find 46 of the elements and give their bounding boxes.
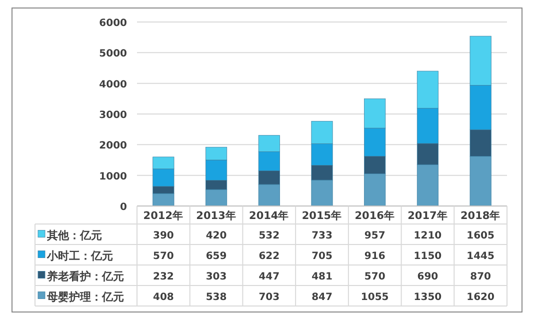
x-tick-label: 2017年 (408, 209, 448, 222)
x-tick-label: 2012年 (143, 209, 184, 222)
x-tick-label: 2013年 (196, 209, 236, 222)
data-label: 916 (364, 250, 386, 262)
data-label: 870 (470, 271, 492, 282)
x-tick-label: 2015年 (302, 209, 342, 222)
y-tick-label: 1000 (99, 171, 128, 182)
x-tick-label: 2014年 (249, 209, 290, 222)
data-label: 1445 (466, 250, 495, 262)
data-label: 622 (258, 250, 280, 262)
x-tick-label: 2018年 (460, 209, 501, 222)
legend-label: 养老看护：亿元 (46, 270, 124, 283)
legend-label: 其他：亿元 (46, 228, 102, 242)
data-label: 420 (206, 230, 227, 242)
data-label: 1210 (414, 230, 442, 242)
data-label: 232 (152, 271, 174, 282)
data-label: 408 (152, 292, 174, 303)
y-tick-label: 3000 (99, 110, 128, 121)
data-label: 538 (206, 292, 227, 303)
data-label: 690 (417, 271, 438, 282)
data-label: 957 (364, 230, 386, 242)
data-label: 1605 (466, 230, 495, 242)
y-tick-label: 6000 (99, 18, 128, 29)
y-tick-label: 2000 (99, 140, 128, 152)
legend-label: 母婴护理：亿元 (46, 290, 124, 304)
y-tick-label: 0 (120, 202, 128, 213)
data-label: 303 (206, 271, 227, 282)
data-label: 447 (258, 271, 280, 282)
data-label: 1350 (414, 292, 442, 303)
y-tick-label: 5000 (99, 48, 128, 60)
y-tick-label: 4000 (99, 79, 128, 90)
x-tick-label: 2016年 (354, 209, 395, 222)
data-label: 570 (152, 250, 174, 262)
data-label: 703 (258, 292, 280, 303)
data-label: 705 (312, 250, 332, 262)
data-label: 481 (312, 271, 332, 282)
data-label: 1620 (466, 292, 495, 303)
data-label: 1150 (414, 250, 442, 262)
data-label: 847 (312, 292, 332, 303)
data-label: 733 (312, 230, 332, 242)
legend-label: 小时工：亿元 (46, 249, 113, 262)
data-label: 570 (364, 271, 386, 282)
data-label: 390 (152, 230, 174, 242)
data-label: 532 (258, 230, 280, 242)
data-label: 1055 (360, 292, 389, 303)
data-label: 659 (206, 250, 227, 262)
